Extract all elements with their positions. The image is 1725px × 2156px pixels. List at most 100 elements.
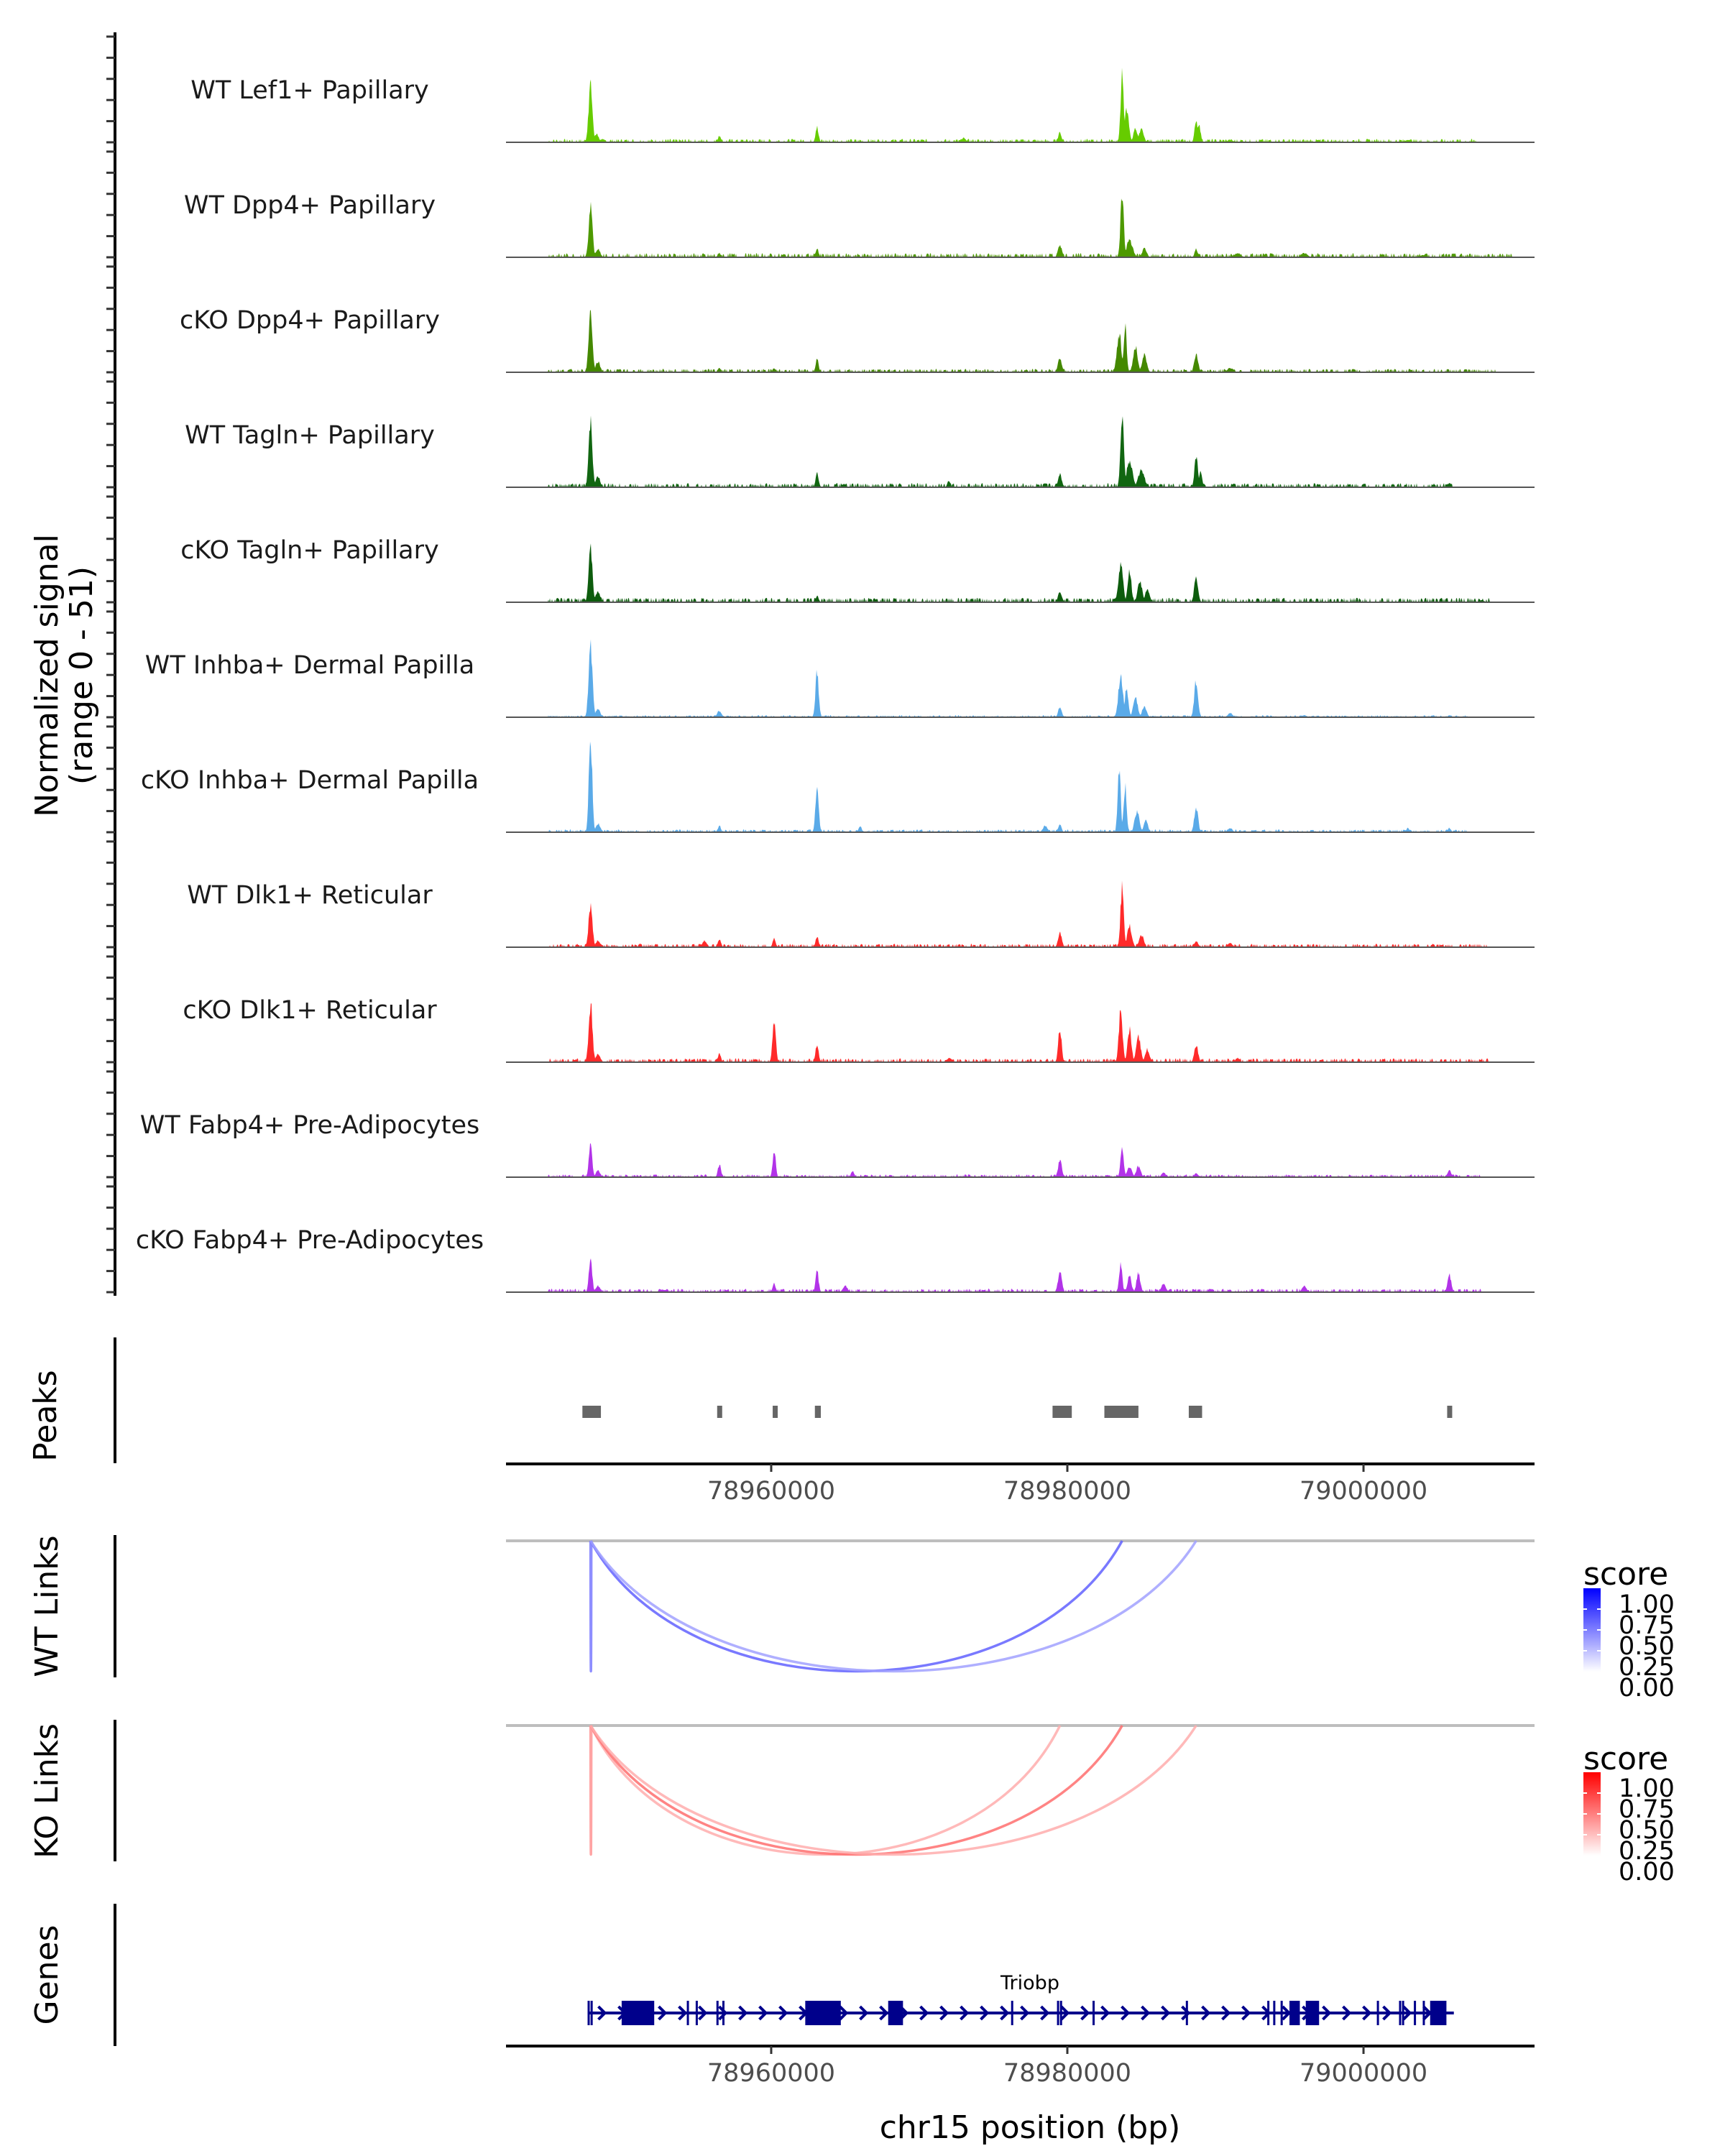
- link-arc: [589, 1725, 1123, 1856]
- legend-title: score: [1583, 1556, 1668, 1593]
- gene-exon: [1059, 2001, 1062, 2025]
- coverage-tracks: WT Lef1+ Papillary WT Dpp4+ Papillary cKO …: [106, 32, 1535, 1296]
- strand-arrow-icon: [678, 2005, 688, 2021]
- gene-exon: [621, 2001, 655, 2025]
- gene-exon: [1402, 2001, 1404, 2025]
- gene-exon: [1280, 2001, 1283, 2025]
- track-label: cKO Tagln+ Papillary: [180, 536, 439, 565]
- gene-exon: [1273, 2001, 1276, 2025]
- track-label: cKO Dpp4+ Papillary: [180, 306, 440, 335]
- strand-arrow-icon: [1282, 2005, 1292, 2021]
- legend-tick-label: 0.50: [1619, 1632, 1675, 1661]
- strand-arrow-icon: [1060, 2005, 1070, 2021]
- x-tick-label: 78960000: [707, 1477, 835, 1506]
- legend-tick-label: 0.25: [1619, 1653, 1675, 1682]
- track-label: WT Dpp4+ Papillary: [184, 191, 436, 220]
- wt-links-track: WT Links: [29, 1535, 1535, 1677]
- peaks-track: Peaks: [27, 1337, 1453, 1463]
- gene-exon: [1430, 2001, 1447, 2025]
- track-label: WT Dlk1+ Reticular: [187, 881, 433, 910]
- x-tick-label: 79000000: [1300, 2059, 1427, 2088]
- coverage-track: WT Lef1+ Papillary: [106, 35, 1535, 144]
- gene-exon: [1422, 2001, 1425, 2025]
- ko-score-legend: score 1.00 0.75 0.50 0.25 0.00: [1583, 1741, 1675, 1886]
- track-label: cKO Dlk1+ Reticular: [183, 996, 437, 1025]
- gene-exon: [587, 2001, 590, 2025]
- legend-tick-label: 0.00: [1619, 1858, 1675, 1886]
- gene-exon: [1289, 2001, 1300, 2025]
- coverage-area: [506, 415, 1535, 487]
- gene-exon: [722, 2001, 724, 2025]
- link-arc: [589, 1540, 1197, 1673]
- gene-exon: [1267, 2001, 1270, 2025]
- ko-links-label: KO Links: [29, 1723, 65, 1858]
- x-tick-label: 78960000: [707, 2059, 835, 2088]
- genes-track-label: Genes: [29, 1925, 65, 2024]
- peaks-track-label: Peaks: [27, 1370, 64, 1461]
- coverage-area: [506, 639, 1535, 717]
- coverage-track: cKO Dlk1+ Reticular: [106, 955, 1535, 1064]
- track-label: WT Inhba+ Dermal Papilla: [145, 651, 474, 680]
- coverage-area: [506, 741, 1535, 832]
- peak-region: [1188, 1406, 1202, 1418]
- gene-exon: [1414, 2001, 1417, 2025]
- gene-exon: [1092, 2001, 1095, 2025]
- peak-region: [1447, 1406, 1453, 1418]
- coverage-area: [506, 1258, 1535, 1292]
- coverage-track: WT Dpp4+ Papillary: [106, 150, 1535, 259]
- strand-arrow-icon: [1100, 2005, 1110, 2021]
- gene-name-label: Triobp: [1000, 1972, 1059, 1994]
- legend-title: score: [1583, 1741, 1668, 1777]
- strand-arrow-icon: [1342, 2005, 1352, 2021]
- gene-exon: [1185, 2001, 1188, 2025]
- strand-arrow-icon: [1322, 2005, 1332, 2021]
- coverage-track: cKO Inhba+ Dermal Papilla: [106, 725, 1535, 834]
- strand-arrow-icon: [1382, 2005, 1392, 2021]
- coverage-area: [506, 880, 1535, 947]
- strand-arrow-icon: [778, 2005, 788, 2021]
- gene-exon: [686, 2001, 689, 2025]
- coverage-area: [506, 1003, 1535, 1062]
- track-label: WT Fabp4+ Pre-Adipocytes: [140, 1111, 479, 1140]
- peak-region: [1104, 1406, 1138, 1418]
- coverage-area: [506, 1143, 1535, 1177]
- strand-arrow-icon: [658, 2005, 668, 2021]
- x-tick-label: 78980000: [1003, 1477, 1131, 1506]
- strand-arrow-icon: [879, 2005, 889, 2021]
- coverage-area: [506, 68, 1535, 142]
- strand-arrow-icon: [1000, 2005, 1010, 2021]
- genes-track: Genes Triobp: [29, 1904, 1454, 2046]
- peak-region: [717, 1406, 722, 1418]
- link-arc: [589, 1725, 1197, 1856]
- peak-region: [582, 1406, 602, 1418]
- wt-links-label: WT Links: [29, 1535, 65, 1677]
- strand-arrow-icon: [1362, 2005, 1372, 2021]
- coverage-area: [506, 310, 1535, 372]
- strand-arrow-icon: [1080, 2005, 1090, 2021]
- gene-exon: [805, 2001, 841, 2025]
- gene-exon: [1011, 2001, 1013, 2025]
- legend-tick-label: 0.75: [1619, 1611, 1675, 1640]
- track-label: cKO Fabp4+ Pre-Adipocytes: [136, 1226, 484, 1255]
- strand-arrow-icon: [1121, 2005, 1131, 2021]
- strand-arrow-icon: [1201, 2005, 1211, 2021]
- x-tick-label: 78980000: [1003, 2059, 1131, 2088]
- strand-arrow-icon: [1040, 2005, 1050, 2021]
- legend-tick-label: 1.00: [1619, 1774, 1675, 1803]
- peak-region: [773, 1406, 778, 1418]
- strand-arrow-icon: [859, 2005, 869, 2021]
- strand-arrow-icon: [1221, 2005, 1231, 2021]
- strand-arrow-icon: [1181, 2005, 1191, 2021]
- link-arc: [589, 1540, 1123, 1673]
- strand-arrow-icon: [718, 2005, 728, 2021]
- strand-arrow-icon: [1161, 2005, 1171, 2021]
- coverage-track: WT Tagln+ Papillary: [106, 380, 1535, 489]
- legend-tick-label: 0.75: [1619, 1795, 1675, 1824]
- coverage-track: cKO Tagln+ Papillary: [106, 495, 1535, 604]
- gene-exon: [695, 2001, 698, 2025]
- x-axis-bottom: chr15 position (bp) 78960000 78980000 7900…: [506, 2045, 1535, 2146]
- link-arc: [589, 1725, 593, 1856]
- y-axis-title-line1: Normalized signal: [29, 534, 65, 817]
- strand-arrow-icon: [1020, 2005, 1030, 2021]
